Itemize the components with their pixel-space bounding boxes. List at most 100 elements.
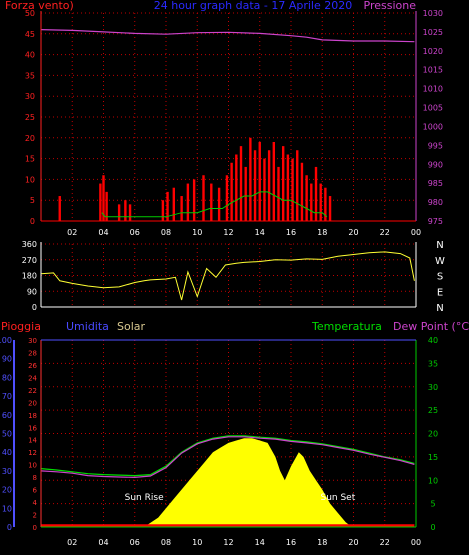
rain-tick-label: 22 [28, 387, 37, 395]
left-tick-label: 40 [25, 51, 35, 60]
x-tick-label: 20 [348, 538, 358, 547]
temperature-tick-label: 35 [428, 359, 438, 368]
direction-tick-label: 90 [27, 287, 37, 296]
rain-tick-label: 10 [28, 462, 37, 470]
right-tick-label: 1015 [423, 66, 443, 75]
compass-label: N [436, 240, 443, 251]
x-tick-label: 04 [98, 538, 108, 547]
x-tick-label: 22 [380, 538, 390, 547]
x-tick-label: 10 [192, 228, 202, 237]
x-tick-label: 06 [130, 228, 140, 237]
temperature-tick-label: 20 [428, 430, 438, 439]
sunrise-label: Sun Rise [125, 493, 164, 503]
humidity-tick-label: 100 [0, 336, 12, 345]
wind-direction-panel: 0 N 90 E 180 S 270 W 360 N [22, 240, 445, 314]
rain-tick-label: 2 [33, 512, 37, 520]
x-tick-label: 16 [286, 538, 296, 547]
rain-tick-label: 12 [28, 449, 37, 457]
left-tick-label: 25 [25, 113, 35, 122]
sunset-label: Sun Set [320, 493, 355, 503]
chart-title: 24 hour graph data - 17 Aprile 2020 [154, 0, 353, 12]
right-tick-label: 1010 [423, 85, 443, 94]
x-tick-label: 12 [223, 538, 233, 547]
left-tick-label: 30 [25, 92, 35, 101]
temperature-line [40, 435, 415, 477]
direction-tick-label: 270 [22, 256, 37, 265]
rain-tick-label: 20 [28, 399, 37, 407]
left-tick-label: 35 [25, 71, 35, 80]
temperature-tick-label: 5 [430, 500, 435, 509]
rain-tick-label: 18 [28, 412, 37, 420]
x-tick-label: 14 [255, 538, 265, 547]
humidity-tick-label: 50 [2, 430, 12, 439]
direction-tick-label: 360 [22, 240, 37, 249]
humidity-tick-label: 20 [2, 486, 12, 495]
right-tick-label: 985 [428, 179, 443, 188]
rain-axis-title: Pioggia [1, 320, 41, 333]
x-tick-label: 12 [223, 228, 233, 237]
right-tick-label: 990 [428, 160, 443, 169]
left-tick-label: 10 [25, 175, 35, 184]
rain-tick-label: 16 [28, 424, 37, 432]
average-wind-line [101, 191, 328, 218]
pressure-line [40, 29, 415, 43]
rain-tick-label: 0 [33, 524, 37, 532]
rain-tick-label: 6 [33, 487, 38, 495]
compass-label: N [436, 303, 443, 314]
x-tick-label: 02 [67, 538, 77, 547]
solar-area [144, 438, 352, 527]
right-tick-label: 980 [428, 198, 443, 207]
rain-tick-label: 28 [28, 349, 37, 357]
dewpoint-axis-title: Dew Point (°C) [393, 320, 469, 333]
x-tick-label: 18 [317, 538, 327, 547]
humidity-axis-title: Umidita [66, 320, 109, 333]
left-tick-label: 0 [30, 217, 35, 226]
temperature-tick-label: 15 [428, 453, 438, 462]
humidity-tick-label: 60 [2, 411, 12, 420]
right-tick-label: 1030 [423, 9, 443, 18]
x-tick-label: 18 [317, 228, 327, 237]
rain-tick-label: 4 [33, 499, 38, 507]
humidity-tick-label: 0 [7, 523, 12, 532]
humidity-tick-label: 10 [2, 504, 12, 513]
temperature-tick-label: 10 [428, 476, 438, 485]
left-tick-label: 45 [25, 30, 35, 39]
humidity-tick-label: 80 [2, 373, 12, 382]
x-tick-label: 20 [348, 228, 358, 237]
x-tick-label: 00 [411, 228, 421, 237]
rain-tick-label: 14 [28, 437, 37, 445]
right-tick-label: 1005 [423, 104, 443, 113]
humidity-tick-label: 30 [2, 467, 12, 476]
temperature-axis-title: Temperatura [311, 320, 382, 333]
temperature-panel: Pioggia Umidita Solar Temperatura Dew Po… [0, 320, 469, 547]
x-tick-label: 10 [192, 538, 202, 547]
x-tick-label: 06 [130, 538, 140, 547]
dewpoint-line [40, 436, 415, 479]
compass-label: S [437, 272, 443, 283]
x-tick-label: 00 [411, 538, 421, 547]
solar-axis-title: Solar [117, 320, 146, 333]
left-tick-label: 15 [25, 155, 35, 164]
wind-direction-line [40, 251, 415, 301]
left-tick-label: 20 [25, 134, 35, 143]
temperature-tick-label: 30 [428, 383, 438, 392]
temperature-tick-label: 25 [428, 406, 438, 415]
x-tick-label: 02 [67, 228, 77, 237]
temperature-tick-label: 40 [428, 336, 438, 345]
compass-label: W [435, 256, 445, 267]
x-tick-label: 14 [255, 228, 265, 237]
left-tick-label: 50 [25, 9, 35, 18]
right-tick-label: 975 [428, 217, 443, 226]
x-tick-label: 08 [161, 228, 171, 237]
right-axis-title: Pressione [364, 0, 417, 12]
right-tick-label: 1025 [423, 28, 443, 37]
x-tick-label: 22 [380, 228, 390, 237]
humidity-tick-label: 90 [2, 355, 12, 364]
right-tick-label: 995 [428, 141, 443, 150]
temperature-tick-label: 0 [430, 523, 435, 532]
x-tick-label: 16 [286, 228, 296, 237]
rain-tick-label: 30 [28, 337, 37, 345]
direction-tick-label: 0 [32, 303, 37, 312]
rain-tick-label: 8 [33, 474, 37, 482]
